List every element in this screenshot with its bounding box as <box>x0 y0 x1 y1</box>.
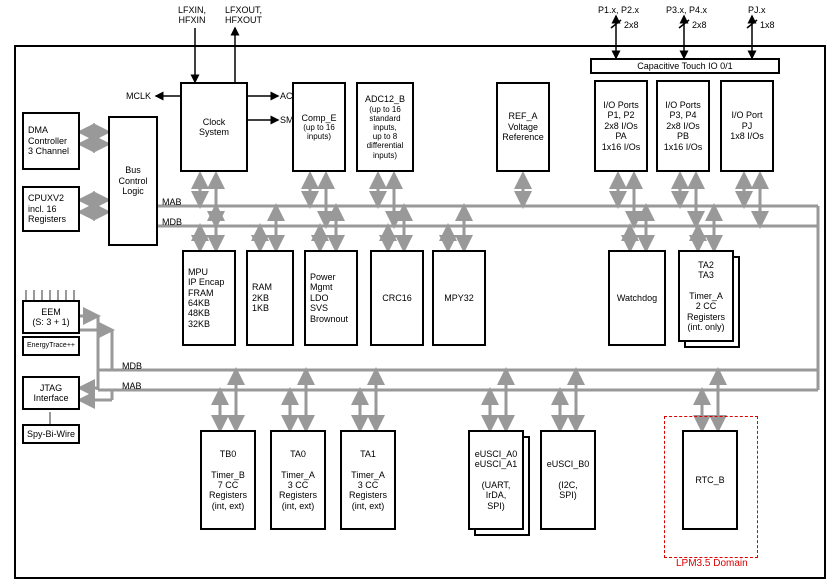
block-io34: I/O PortsP3, P42x8 I/OsPB1x16 I/Os <box>656 80 710 172</box>
block-wdt: Watchdog <box>608 250 666 346</box>
block-ram: RAM2KB1KB <box>246 250 294 346</box>
block-clock: ClockSystem <box>180 82 248 172</box>
block-euscia: eUSCI_A0eUSCI_A1 (UART,IrDA,SPI) <box>468 430 524 530</box>
diagram-canvas: LFXIN,HFXIN LFXOUT,HFXOUT P1.x, P2.x 2x8… <box>0 0 834 585</box>
label-mdb1: MDB <box>162 218 182 228</box>
block-sbw: Spy-Bi-Wire <box>22 424 80 444</box>
block-etrace: EnergyTrace++ <box>22 336 80 356</box>
label-lfxin: LFXIN,HFXIN <box>178 6 206 26</box>
block-ta23: TA2TA3 Timer_A2 CCRegisters(int. only) <box>678 250 734 342</box>
label-lfxout: LFXOUT,HFXOUT <box>225 6 262 26</box>
block-refa: REF_AVoltageReference <box>496 82 550 172</box>
block-iopj: I/O PortPJ1x8 I/Os <box>720 80 774 172</box>
block-cpu: CPUXV2incl. 16Registers <box>22 186 80 232</box>
block-adc: ADC12_B (up to 16standardinputs, up to 8… <box>356 82 414 172</box>
block-io12: I/O PortsP1, P22x8 I/OsPA1x16 I/Os <box>594 80 648 172</box>
block-euscib: eUSCI_B0 (I2C,SPI) <box>540 430 596 530</box>
block-mpy: MPY32 <box>432 250 486 346</box>
label-p34spec: 2x8 <box>692 21 707 31</box>
block-ta1: TA1 Timer_A3 CCRegisters(int, ext) <box>340 430 396 530</box>
label-pj: PJ.x <box>748 6 766 16</box>
block-pmm: PowerMgmtLDOSVSBrownout <box>304 250 358 346</box>
block-dma: DMAController3 Channel <box>22 112 80 170</box>
block-jtag: JTAGInterface <box>22 376 80 410</box>
label-p12spec: 2x8 <box>624 21 639 31</box>
label-mab2: MAB <box>122 382 142 392</box>
label-p34: P3.x, P4.x <box>666 6 707 16</box>
block-mpu: MPUIP EncapFRAM64KB48KB32KB <box>182 250 236 346</box>
label-mclk: MCLK <box>126 92 151 102</box>
block-ta0: TA0 Timer_A3 CCRegisters(int, ext) <box>270 430 326 530</box>
block-bcl: BusControlLogic <box>108 116 158 246</box>
block-compe: Comp_E (up to 16inputs) <box>292 82 346 172</box>
lpm-label: LPM3.5 Domain <box>676 558 748 569</box>
block-tb0: TB0 Timer_B7 CCRegisters(int, ext) <box>200 430 256 530</box>
label-p12: P1.x, P2.x <box>598 6 639 16</box>
block-eem: EEM(S: 3 + 1) <box>22 300 80 334</box>
lpm-domain <box>664 416 758 558</box>
block-crc: CRC16 <box>370 250 424 346</box>
block-captouch: Capacitive Touch IO 0/1 <box>590 58 780 74</box>
label-mdb2: MDB <box>122 362 142 372</box>
label-pjspec: 1x8 <box>760 21 775 31</box>
label-mab1: MAB <box>162 198 182 208</box>
